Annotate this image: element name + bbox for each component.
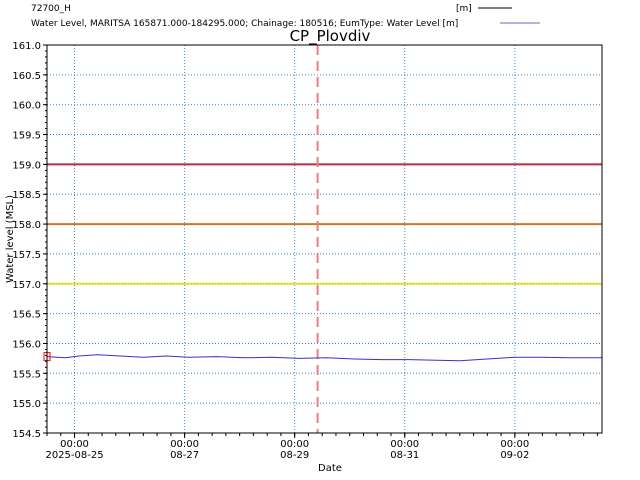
x-tick-time-label: 00:00 xyxy=(500,439,529,450)
x-tick-time-label: 00:00 xyxy=(390,439,419,450)
x-tick-time-label: 00:00 xyxy=(60,439,89,450)
legend: 72700_H [m] Water Level, MARITSA 165871.… xyxy=(31,4,540,29)
x-tick-date-label: 08-31 xyxy=(390,450,419,461)
plot-area xyxy=(47,45,602,433)
chart-title: CP_Plovdiv xyxy=(290,27,371,46)
y-tick-label: 155.5 xyxy=(12,369,41,380)
threshold-lines xyxy=(47,163,602,285)
series-layer xyxy=(46,354,602,362)
x-tick-date-label: 2025-08-25 xyxy=(45,450,103,461)
plot-frame xyxy=(46,44,603,434)
x-tick-date-label: 08-27 xyxy=(170,450,199,461)
y-tick-label: 158.0 xyxy=(12,220,41,231)
y-tick-label: 159.0 xyxy=(12,160,41,171)
y-tick-label: 154.5 xyxy=(12,429,41,440)
legend-entry-2-label: Water Level, MARITSA 165871.000-184295.0… xyxy=(31,19,458,29)
y-tick-label: 156.5 xyxy=(12,310,41,321)
y-axis: 161.0 160.5 160.0 159.5 159.0 158.5 158.0 157.5… xyxy=(12,41,47,440)
y-tick-label: 159.5 xyxy=(12,131,41,142)
x-axis: 00:002025-08-2500:0008-2700:0008-2900:00… xyxy=(45,433,598,461)
series-line xyxy=(46,354,602,362)
y-tick-label: 160.0 xyxy=(12,101,41,112)
legend-entry-1-label: 72700_H xyxy=(31,4,71,14)
y-tick-label: 158.5 xyxy=(12,190,41,201)
x-tick-time-label: 00:00 xyxy=(280,439,309,450)
legend-entry-1-unit: [m] xyxy=(456,4,472,14)
y-tick-label: 160.5 xyxy=(12,71,41,82)
x-axis-title: Date xyxy=(318,463,342,474)
y-tick-label: 156.0 xyxy=(12,339,41,350)
x-tick-time-label: 00:00 xyxy=(170,439,199,450)
x-tick-date-label: 09-02 xyxy=(500,450,529,461)
y-tick-label: 161.0 xyxy=(12,41,41,52)
y-axis-title: Water level (MSL) xyxy=(5,195,16,283)
x-tick-date-label: 08-29 xyxy=(280,450,309,461)
y-tick-label: 155.0 xyxy=(12,399,41,410)
y-tick-label: 157.5 xyxy=(12,250,41,261)
y-tick-label: 157.0 xyxy=(12,280,41,291)
